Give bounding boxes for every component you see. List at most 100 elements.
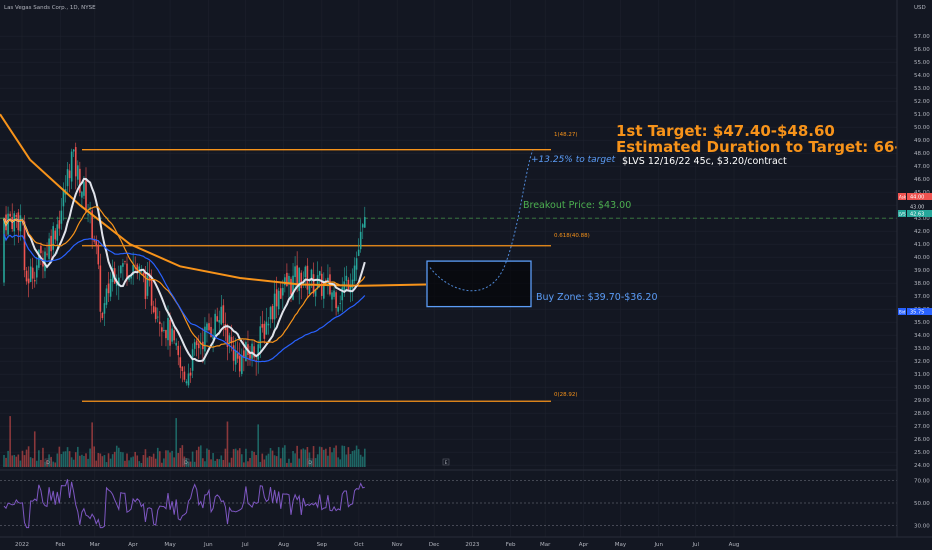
candle-body	[284, 277, 286, 286]
volume-bar	[54, 462, 57, 467]
volume-bar	[38, 450, 40, 467]
candle-body	[97, 244, 100, 265]
time-tick-label: Apr	[579, 542, 589, 548]
candle-body	[271, 305, 274, 320]
volume-bar	[331, 452, 333, 467]
volume-bar	[195, 450, 198, 467]
volume-bar	[70, 457, 73, 467]
volume-bar	[228, 462, 231, 467]
volume-bar	[19, 460, 22, 467]
volume-bar	[232, 449, 235, 467]
volume-bar	[298, 458, 300, 467]
volume-bar	[156, 447, 159, 467]
candle-body	[339, 303, 341, 304]
volume-bar	[267, 453, 270, 467]
volume-event-mark	[442, 458, 450, 466]
time-tick-label: Aug	[729, 542, 740, 548]
candle-body	[142, 272, 145, 276]
volume-bar	[273, 455, 276, 467]
volume-bar	[126, 453, 128, 467]
time-tick-label: Apr	[128, 542, 138, 548]
volume-bar	[204, 461, 206, 467]
volume-bar	[91, 422, 93, 467]
volume-bar	[103, 455, 106, 467]
price-tick-label: 55.00	[914, 60, 930, 66]
volume-bar	[138, 461, 141, 467]
price-tick-label: 40.00	[914, 255, 930, 261]
volume-bar	[72, 459, 75, 467]
candle-body	[19, 215, 22, 232]
candle-body	[46, 253, 48, 255]
time-axis-ticks[interactable]: 2022 Feb Mar Apr May Jun Jul Aug Sep Oct Nov Dec 202…	[15, 542, 739, 548]
volume-bar	[257, 424, 259, 467]
volume-bar	[255, 455, 257, 467]
volume-bars	[3, 416, 366, 467]
time-tick-label: Dec	[429, 542, 440, 548]
buy-zone-box[interactable]	[426, 260, 532, 308]
symbol-title[interactable]: Las Vegas Sands Corp., 1D, NYSE	[4, 5, 96, 11]
candle-body	[175, 342, 177, 346]
volume-bar	[81, 454, 83, 467]
candle-body	[130, 275, 132, 279]
volume-bar	[288, 458, 290, 467]
volume-bar	[345, 454, 348, 467]
price-tick-label: 41.00	[914, 242, 930, 248]
candle-body	[187, 373, 190, 386]
volume-bar	[77, 446, 79, 467]
volume-bar	[161, 462, 163, 467]
candle-body	[261, 324, 264, 328]
volume-bar	[167, 450, 169, 467]
price-tick-label: 56.00	[914, 47, 930, 53]
candle-body	[306, 265, 309, 290]
candle-body	[183, 371, 186, 380]
volume-bar	[210, 459, 212, 467]
volume-bar	[68, 451, 71, 467]
volume-bar	[193, 461, 196, 467]
candle-body	[292, 275, 294, 300]
volume-bar	[58, 446, 61, 467]
price-tick-label: 50.00	[914, 125, 930, 131]
candle-body	[132, 264, 134, 276]
time-tick-label: Nov	[392, 542, 403, 548]
fib-label-0: 0(28.92)	[554, 392, 578, 398]
volume-bar	[140, 462, 143, 467]
price-tick-label: 49.00	[914, 138, 930, 144]
volume-bar	[359, 454, 362, 467]
volume-bar	[165, 450, 167, 467]
volume-bar	[220, 455, 223, 467]
price-tick-label: 48.00	[914, 151, 930, 157]
candle-body	[140, 270, 143, 272]
volume-bar	[7, 450, 9, 467]
time-tick-label: May	[615, 542, 627, 548]
candle-body	[286, 272, 288, 287]
price-tick-label: 42.00	[914, 229, 930, 235]
candle-body	[163, 329, 165, 331]
volume-bar	[146, 457, 149, 467]
rsi-tick-label: 30.00	[914, 523, 930, 529]
time-tick-label: Mar	[90, 542, 101, 548]
volume-bar	[185, 458, 188, 467]
volume-bar	[97, 452, 100, 467]
candle-body	[13, 213, 16, 232]
price-tick-label: 39.00	[914, 268, 930, 274]
volume-bar	[148, 456, 151, 467]
price-tick-label: 34.00	[914, 333, 930, 339]
volume-bar	[107, 453, 110, 467]
candle-body	[60, 210, 63, 224]
volume-bar	[335, 445, 337, 467]
time-tick-label: Feb	[55, 542, 65, 548]
candle-body	[269, 307, 272, 320]
volume-bar	[87, 458, 89, 467]
volume-bar	[177, 452, 180, 467]
candle-body	[314, 288, 317, 297]
candle-body	[154, 307, 157, 320]
volume-bar	[284, 445, 286, 467]
volume-bar	[261, 453, 264, 467]
volume-bar	[187, 461, 190, 467]
volume-bar	[357, 449, 360, 467]
volume-bar	[136, 455, 139, 467]
candle-body	[296, 265, 298, 286]
candle-body	[238, 355, 241, 372]
price-tick-label: 24.00	[914, 463, 930, 469]
